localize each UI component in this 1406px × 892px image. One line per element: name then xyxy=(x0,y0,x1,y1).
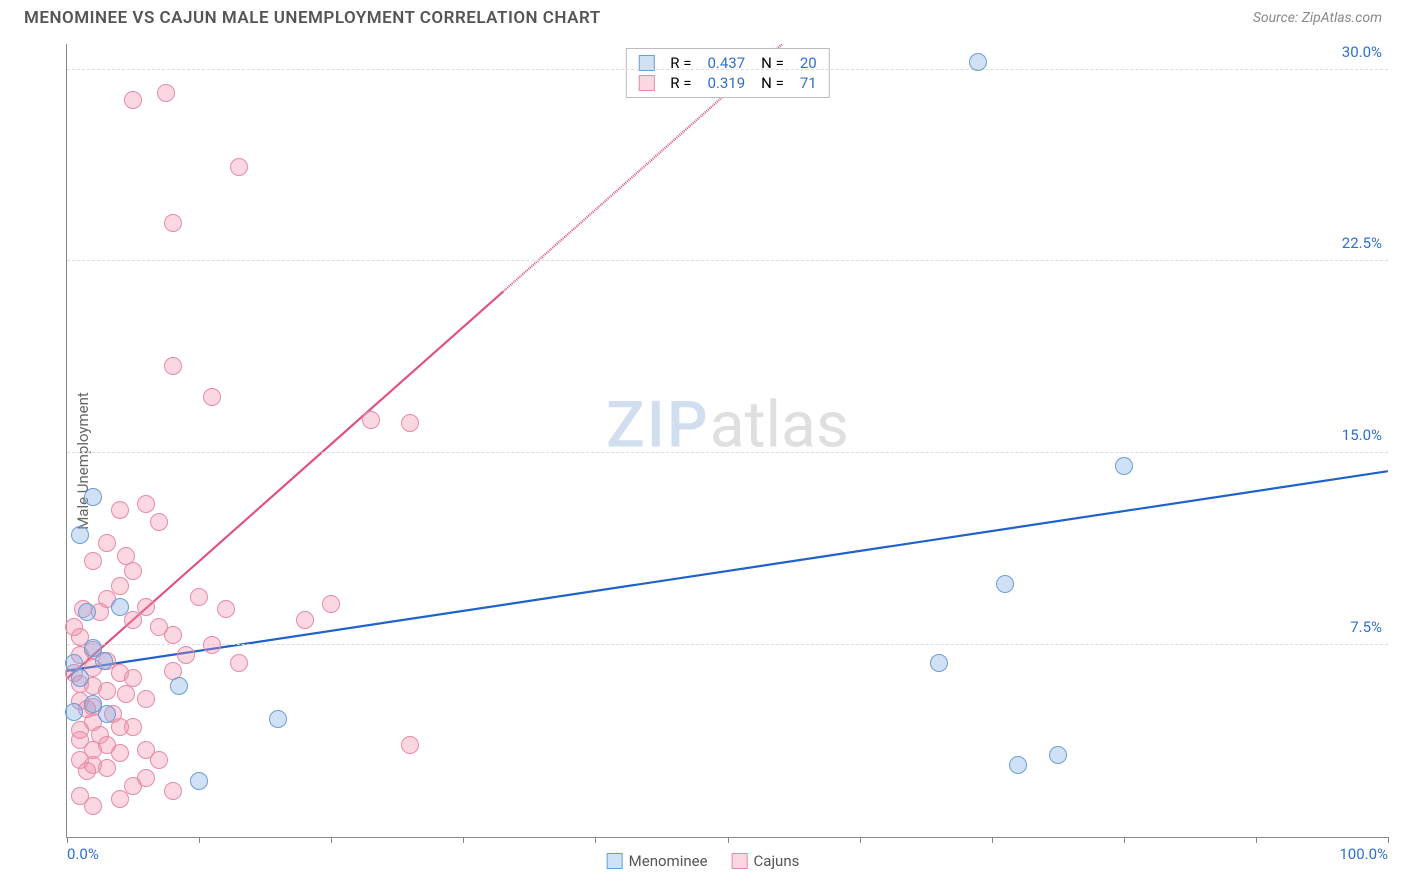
data-point-series2 xyxy=(84,797,102,815)
data-point-series1 xyxy=(996,575,1014,593)
data-point-series1 xyxy=(111,598,129,616)
data-point-series2 xyxy=(124,718,142,736)
data-point-series2 xyxy=(203,636,221,654)
x-tick xyxy=(331,837,332,843)
x-tick-label: 0.0% xyxy=(67,845,99,863)
data-point-series2 xyxy=(362,411,380,429)
data-point-series2 xyxy=(98,534,116,552)
x-tick xyxy=(199,837,200,843)
data-point-series2 xyxy=(177,646,195,664)
data-point-series1 xyxy=(969,53,987,71)
data-point-series2 xyxy=(111,790,129,808)
data-point-series2 xyxy=(137,495,155,513)
legend-item: Cajuns xyxy=(732,852,800,870)
page-title: MENOMINEE VS CAJUN MALE UNEMPLOYMENT COR… xyxy=(24,8,601,28)
scatter-plot: ZIPatlas R = 0.437 N = 20 R = 0.319 N = … xyxy=(66,44,1388,838)
legend-label: Menominee xyxy=(629,852,708,870)
data-point-series2 xyxy=(124,562,142,580)
grid-line xyxy=(67,69,1388,70)
x-tick xyxy=(1256,837,1257,843)
data-point-series2 xyxy=(78,762,96,780)
data-point-series1 xyxy=(84,488,102,506)
data-point-series2 xyxy=(150,513,168,531)
data-point-series2 xyxy=(124,91,142,109)
source-attribution: Source: ZipAtlas.com xyxy=(1253,10,1382,26)
data-point-series1 xyxy=(1049,746,1067,764)
data-point-series2 xyxy=(164,357,182,375)
swatch-series2 xyxy=(732,853,748,869)
x-tick xyxy=(860,837,861,843)
legend-item: Menominee xyxy=(607,852,708,870)
data-point-series2 xyxy=(111,744,129,762)
grid-line xyxy=(67,644,1388,645)
data-point-series2 xyxy=(98,759,116,777)
data-point-series2 xyxy=(117,685,135,703)
data-point-series2 xyxy=(164,214,182,232)
y-tick-label: 22.5% xyxy=(1342,234,1382,252)
stats-row: R = 0.437 N = 20 xyxy=(638,53,816,73)
data-point-series1 xyxy=(65,703,83,721)
legend: Menominee Cajuns xyxy=(607,852,800,870)
data-point-series1 xyxy=(71,526,89,544)
data-point-series2 xyxy=(111,501,129,519)
x-tick xyxy=(1124,837,1125,843)
data-point-series2 xyxy=(190,588,208,606)
trend-lines xyxy=(67,44,1388,837)
data-point-series2 xyxy=(401,736,419,754)
data-point-series2 xyxy=(401,414,419,432)
x-tick-label: 100.0% xyxy=(1339,845,1388,863)
grid-line xyxy=(67,452,1388,453)
data-point-series2 xyxy=(296,611,314,629)
data-point-series2 xyxy=(322,595,340,613)
n-value-series2: 71 xyxy=(800,74,817,92)
x-tick xyxy=(1388,837,1389,843)
data-point-series2 xyxy=(65,618,83,636)
data-point-series2 xyxy=(230,158,248,176)
grid-line xyxy=(67,260,1388,261)
y-tick-label: 30.0% xyxy=(1342,43,1382,61)
y-tick-label: 7.5% xyxy=(1350,618,1382,636)
data-point-series1 xyxy=(71,669,89,687)
data-point-series1 xyxy=(1009,756,1027,774)
data-point-series1 xyxy=(95,652,113,670)
data-point-series1 xyxy=(930,654,948,672)
data-point-series2 xyxy=(124,611,142,629)
x-tick xyxy=(992,837,993,843)
data-point-series2 xyxy=(84,552,102,570)
data-point-series2 xyxy=(230,654,248,672)
correlation-stats-box: R = 0.437 N = 20 R = 0.319 N = 71 xyxy=(625,48,829,98)
watermark: ZIPatlas xyxy=(606,387,849,462)
swatch-series1 xyxy=(607,853,623,869)
stats-row: R = 0.319 N = 71 xyxy=(638,73,816,93)
data-point-series1 xyxy=(78,603,96,621)
data-point-series1 xyxy=(269,710,287,728)
data-point-series2 xyxy=(157,84,175,102)
data-point-series1 xyxy=(190,772,208,790)
data-point-series1 xyxy=(1115,457,1133,475)
y-tick-label: 15.0% xyxy=(1342,426,1382,444)
data-point-series1 xyxy=(170,677,188,695)
data-point-series2 xyxy=(150,751,168,769)
data-point-series2 xyxy=(164,782,182,800)
legend-label: Cajuns xyxy=(754,852,800,870)
r-value-series2: 0.319 xyxy=(707,74,745,92)
swatch-series2 xyxy=(638,75,654,91)
data-point-series2 xyxy=(150,618,168,636)
chart-container: Male Unemployment ZIPatlas R = 0.437 N =… xyxy=(18,44,1388,878)
x-tick xyxy=(463,837,464,843)
x-tick xyxy=(728,837,729,843)
x-tick xyxy=(67,837,68,843)
data-point-series2 xyxy=(217,600,235,618)
x-tick xyxy=(595,837,596,843)
data-point-series2 xyxy=(137,690,155,708)
data-point-series2 xyxy=(203,388,221,406)
data-point-series1 xyxy=(98,705,116,723)
